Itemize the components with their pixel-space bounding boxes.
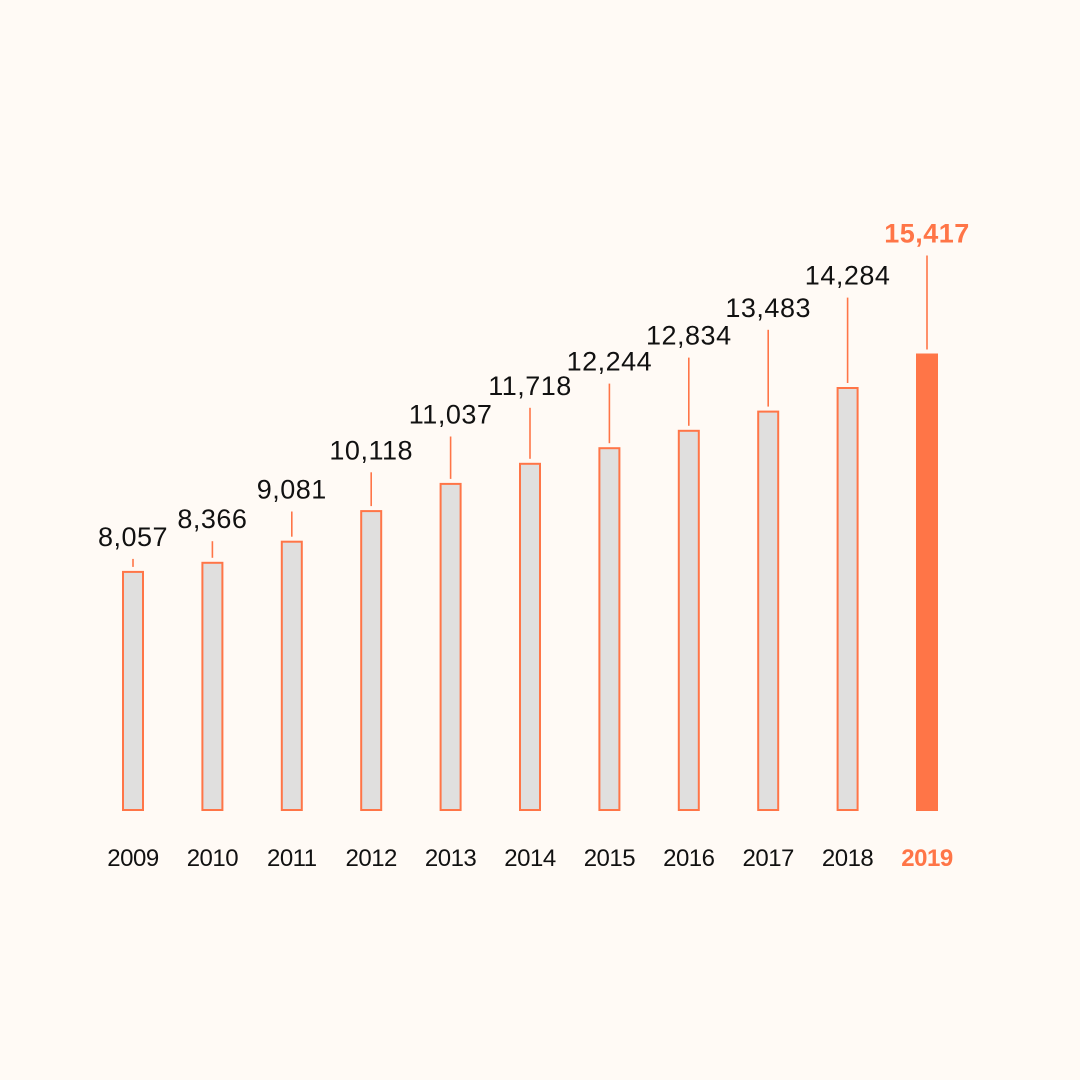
bar-2014: [519, 462, 541, 811]
value-label-2017: 13,483: [725, 293, 811, 323]
year-label-2011: 2011: [267, 845, 317, 872]
bar-2019: [916, 353, 938, 811]
year-label-2010: 2010: [187, 845, 239, 872]
value-label-2013: 11,037: [409, 400, 493, 430]
bar-2017: [757, 410, 780, 811]
bar-2015: [598, 447, 621, 811]
year-label-2009: 2009: [107, 845, 159, 872]
value-label-2015: 12,244: [567, 347, 653, 377]
value-label-2016: 12,834: [646, 321, 732, 351]
bar-2012: [360, 510, 383, 811]
value-label-2012: 10,118: [329, 435, 413, 465]
value-label-2018: 14,284: [805, 261, 891, 291]
value-labels-group: 8,0578,3669,08110,11811,03711,71812,2441…: [98, 219, 970, 552]
year-labels-group: 2009 2010 2011 2012 2013 2014 2015 2016 2017 2018…: [107, 845, 953, 872]
year-label-2014: 2014: [504, 845, 556, 872]
bars-group: [122, 353, 938, 812]
value-label-2010: 8,366: [177, 504, 247, 534]
bar-2013: [439, 482, 462, 811]
year-label-2016: 2016: [663, 845, 715, 872]
bar-2010: [201, 561, 224, 811]
leader-lines-group: [132, 255, 928, 567]
year-label-2012: 2012: [346, 845, 398, 872]
value-label-2009: 8,057: [98, 522, 168, 552]
year-label-2013: 2013: [425, 845, 477, 872]
bar-2009: [122, 570, 144, 812]
year-label-2015: 2015: [584, 845, 636, 872]
bar-2011: [280, 540, 303, 811]
bar-2018: [836, 387, 859, 811]
year-label-2017: 2017: [743, 845, 795, 872]
year-label-2019: 2019: [901, 845, 953, 872]
year-label-2018: 2018: [822, 845, 874, 872]
value-label-2011: 9,081: [257, 475, 327, 505]
bar-2016: [677, 429, 700, 811]
value-label-2019: 15,417: [884, 219, 970, 249]
value-label-2014: 11,718: [488, 371, 572, 401]
